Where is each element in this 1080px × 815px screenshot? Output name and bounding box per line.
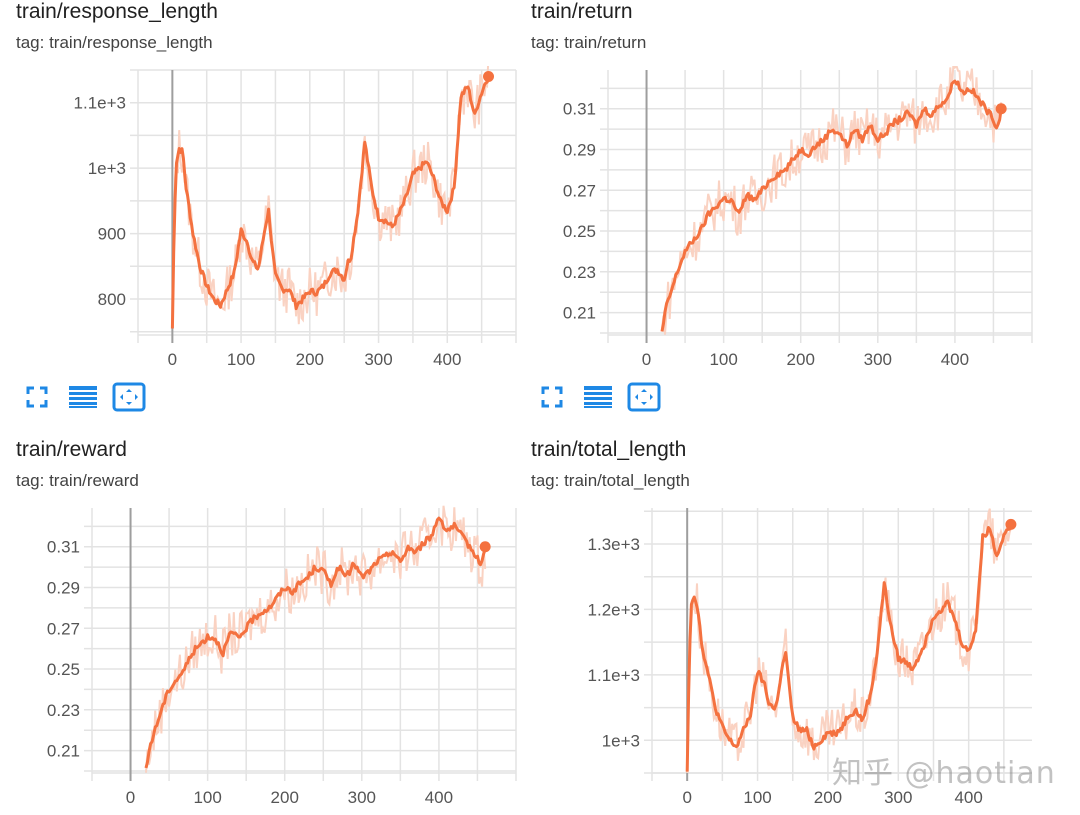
y-tick-label: 1.3e+3 <box>588 535 640 554</box>
last-point-marker <box>995 103 1007 115</box>
series-line <box>685 521 1013 772</box>
raw-series-line <box>686 508 1012 773</box>
y-tick-label: 1.1e+3 <box>74 94 126 113</box>
y-tick-label: 0.27 <box>47 619 80 638</box>
series-line <box>660 79 1003 332</box>
y-tick-label: 800 <box>98 290 126 309</box>
chart-toolbar <box>533 380 671 414</box>
chart-total-length: 0 100 200 300 400 1e+3 1.1e+3 1.2e+3 1.3e+3 <box>588 508 1032 807</box>
y-tick-label: 0.29 <box>47 579 80 598</box>
x-tick-label: 100 <box>709 350 737 369</box>
last-point-marker <box>483 71 495 83</box>
y-tick-label: 0.25 <box>563 222 596 241</box>
x-tick-label: 200 <box>296 350 324 369</box>
y-tick-label: 0.21 <box>47 742 80 761</box>
y-tick-label: 0.23 <box>47 701 80 720</box>
raw-series-line <box>145 505 487 773</box>
y-tick-label: 1.1e+3 <box>588 666 640 685</box>
watermark: 知乎 @haotian <box>832 756 1056 791</box>
chart-toolbar <box>18 380 156 414</box>
y-tick-label: 1e+3 <box>602 731 640 750</box>
chart-title: train/response_length <box>16 0 218 23</box>
data-table-icon[interactable] <box>64 380 102 414</box>
x-tick-label: 300 <box>364 350 392 369</box>
fit-domain-icon[interactable] <box>110 380 148 414</box>
x-tick-label: 300 <box>864 350 892 369</box>
x-tick-label: 200 <box>271 788 299 807</box>
x-tick-label: 200 <box>814 788 842 807</box>
fullscreen-icon[interactable] <box>18 380 56 414</box>
x-tick-label: 200 <box>787 350 815 369</box>
x-tick-label: 0 <box>126 788 135 807</box>
x-tick-label: 100 <box>227 350 255 369</box>
chart-title: train/total_length <box>531 438 687 461</box>
chart-tag: tag: train/reward <box>16 471 139 490</box>
chart-tag: tag: train/return <box>531 33 647 52</box>
fit-domain-icon[interactable] <box>625 380 663 414</box>
y-tick-label: 0.25 <box>47 660 80 679</box>
x-tick-label: 300 <box>348 788 376 807</box>
x-tick-label: 0 <box>168 350 177 369</box>
x-tick-label: 400 <box>425 788 453 807</box>
x-tick-label: 100 <box>743 788 771 807</box>
raw-series-line <box>171 66 490 325</box>
y-tick-label: 0.29 <box>563 141 596 160</box>
chart-response-length: 0 100 200 300 400 800 900 1e+3 1.1e+3 <box>74 66 517 369</box>
chart-title: train/return <box>531 0 633 23</box>
y-tick-label: 0.31 <box>563 100 596 119</box>
series-line <box>170 78 490 329</box>
y-tick-label: 1e+3 <box>88 159 126 178</box>
last-point-marker <box>1005 518 1017 530</box>
chart-title: train/reward <box>16 438 127 461</box>
x-tick-label: 400 <box>954 788 982 807</box>
series-line <box>144 516 487 769</box>
x-tick-label: 100 <box>193 788 221 807</box>
chart-reward: 0 100 200 300 400 0.21 0.23 0.25 0.27 0.29 0.31 <box>47 505 517 807</box>
y-tick-label: 0.27 <box>563 181 596 200</box>
raw-series-line <box>661 66 1003 335</box>
x-tick-label: 400 <box>941 350 969 369</box>
y-tick-label: 0.31 <box>47 538 80 557</box>
x-tick-label: 400 <box>433 350 461 369</box>
y-tick-label: 0.23 <box>563 263 596 282</box>
y-tick-label: 900 <box>98 225 126 244</box>
data-table-icon[interactable] <box>579 380 617 414</box>
chart-tag: tag: train/total_length <box>531 471 690 490</box>
chart-return: 0 100 200 300 400 0.21 0.23 0.25 0.27 0.29 0.31 <box>563 66 1033 369</box>
fullscreen-icon[interactable] <box>533 380 571 414</box>
chart-tag: tag: train/response_length <box>16 33 213 52</box>
x-tick-label: 300 <box>884 788 912 807</box>
y-tick-label: 1.2e+3 <box>588 600 640 619</box>
x-tick-label: 0 <box>642 350 651 369</box>
last-point-marker <box>479 541 491 553</box>
x-tick-label: 0 <box>682 788 691 807</box>
y-tick-label: 0.21 <box>563 304 596 323</box>
